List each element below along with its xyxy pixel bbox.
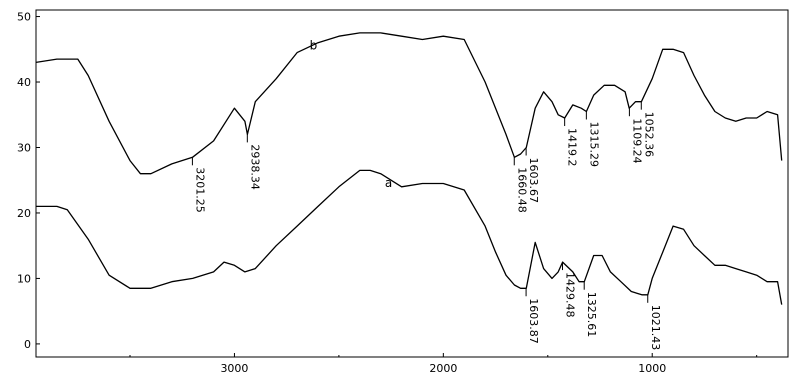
annotation-label: 1419.2 — [566, 128, 579, 167]
series-label-a: a — [385, 176, 392, 190]
annotation-label: 1429.48 — [564, 272, 577, 318]
y-tick-label: 40 — [17, 76, 31, 89]
x-tick-label: 3000 — [220, 362, 248, 375]
y-tick-label: 30 — [17, 141, 31, 154]
annotation-label: 1603.67 — [527, 157, 540, 203]
annotation-label: 1315.29 — [587, 121, 600, 167]
annotation-label: 1325.61 — [585, 292, 598, 338]
axes: 3000 2000 1000 0 10 20 30 40 50 — [17, 9, 789, 375]
annotation-label: 1603.87 — [527, 298, 540, 344]
x-tick-label: 1000 — [638, 362, 666, 375]
series-label-b: b — [310, 38, 318, 52]
annotation-label: 1109.24 — [630, 118, 643, 164]
y-tick-label: 10 — [17, 272, 31, 285]
annotation-label: 1660.48 — [515, 167, 528, 213]
x-tick-label: 2000 — [429, 362, 457, 375]
annotation-label: 2938.34 — [248, 144, 261, 189]
annotation-label: 1021.43 — [649, 305, 662, 351]
series-line-a — [36, 169, 783, 305]
plot-frame — [35, 9, 789, 358]
y-tick-label: 20 — [17, 207, 31, 220]
y-tick-label: 0 — [24, 338, 31, 351]
annotation-label: 3201.25 — [193, 167, 206, 213]
annotation-label: 1052.36 — [642, 112, 655, 157]
y-tick-label: 50 — [17, 11, 31, 24]
